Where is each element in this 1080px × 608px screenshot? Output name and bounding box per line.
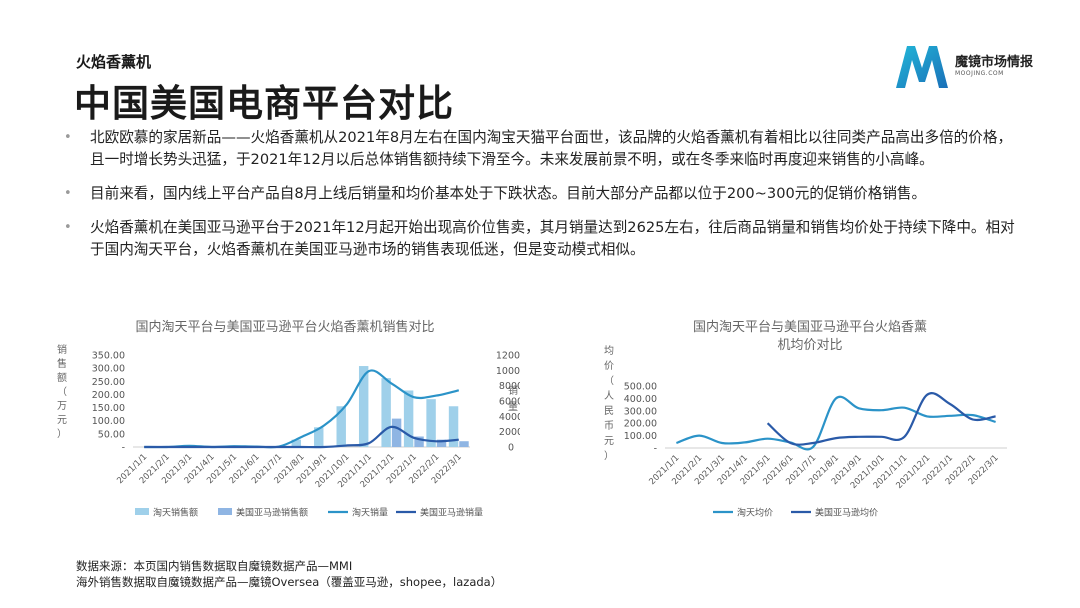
y2-tick-label: 4000 xyxy=(499,412,520,423)
y2-axis-label: 销量 xyxy=(508,384,518,413)
logo-name: 魔镜市场情报 xyxy=(955,55,1034,70)
bullet-item: • 火焰香薰机在美国亚马逊平台于2021年12月起开始出现高价位售卖，其月销量达到… xyxy=(64,217,1024,261)
y-tick-label: - xyxy=(654,444,657,455)
legend-amazon-sales: 美国亚马逊销售额 xyxy=(236,507,308,519)
line-amazon-avg-price xyxy=(766,392,996,446)
y-tick-label: 100.00 xyxy=(92,416,125,427)
page-subtitle: 火焰香薰机 xyxy=(76,53,152,71)
bar-taotian-sales xyxy=(381,378,391,447)
y-tick-label: 200.00 xyxy=(624,419,657,430)
moojing-logo-icon xyxy=(896,46,948,88)
bar-amazon-sales xyxy=(414,436,424,447)
legend-taotian-sales: 淘天销售额 xyxy=(153,507,198,519)
bar-taotian-sales xyxy=(291,439,301,447)
y2-tick-label: 2000 xyxy=(499,427,520,438)
y2-tick-label: 10000 xyxy=(496,366,520,377)
y2-tick-label: 6000 xyxy=(499,397,520,408)
logo-domain: MOOJING.COM xyxy=(955,70,1004,77)
bullet-item: • 目前来看，国内线上平台产品自8月上线后销量和均价基本处于下跌状态。目前大部分产… xyxy=(64,183,1024,205)
y-tick-label: 300.00 xyxy=(92,364,125,375)
bullet-text: 火焰香薰机在美国亚马逊平台于2021年12月起开始出现高价位售卖，其月销量达到2… xyxy=(90,219,1015,258)
bullet-dot: • xyxy=(64,220,72,235)
data-source-note: 数据来源：本页国内销售数据取自魔镜数据产品—MMI 海外销售数据取自魔镜数据产品… xyxy=(76,558,502,590)
y-tick-label: 400.00 xyxy=(624,394,657,405)
y-tick-label: 250.00 xyxy=(92,377,125,388)
y-tick-label: - xyxy=(122,443,125,454)
bullet-list: • 北欧欧慕的家居新品——火焰香薰机从2021年8月左右在国内淘宝天猫平台面世，该… xyxy=(64,127,1024,273)
y-tick-label: 200.00 xyxy=(92,390,125,401)
legend-taotian-sales-swatch xyxy=(135,508,149,515)
bullet-item: • 北欧欧慕的家居新品——火焰香薰机从2021年8月左右在国内淘宝天猫平台面世，该… xyxy=(64,127,1024,171)
legend-amazon-avg-price: 美国亚马逊均价 xyxy=(815,507,878,519)
chart-title-line-1: 国内淘天平台与美国亚马逊平台火焰香薰 xyxy=(693,319,927,335)
chart-title: 国内淘天平台与美国亚马逊平台火焰香薰机销售对比 xyxy=(135,319,434,335)
y-tick-label: 150.00 xyxy=(92,403,125,414)
line-taotian-avg-price xyxy=(676,395,996,451)
y2-tick-label: 8000 xyxy=(499,381,520,392)
bullet-text: 目前来看，国内线上平台产品自8月上线后销量和均价基本处于下跌状态。目前大部分产品… xyxy=(90,185,927,202)
y-tick-label: 500.00 xyxy=(624,382,657,393)
bullet-dot: • xyxy=(64,130,72,145)
source-line-2: 海外销售数据取自魔镜数据产品—魔镜Oversea（覆盖亚马逊，shopee，la… xyxy=(76,575,503,589)
y2-tick-label: 0 xyxy=(508,443,514,454)
y-tick-label: 300.00 xyxy=(624,406,657,417)
bar-taotian-sales xyxy=(358,366,369,447)
y-axis-label: 销售额（万元） xyxy=(57,343,67,440)
source-line-1: 数据来源：本页国内销售数据取自魔镜数据产品—MMI xyxy=(76,559,353,573)
bar-amazon-sales xyxy=(436,439,447,447)
bar-taotian-sales xyxy=(336,406,346,447)
bar-amazon-sales xyxy=(391,418,402,447)
chart-title-line-2: 机均价对比 xyxy=(777,338,842,353)
bullet-text: 北欧欧慕的家居新品——火焰香薰机从2021年8月左右在国内淘宝天猫平台面世，该品… xyxy=(90,129,1013,168)
y-tick-label: 350.00 xyxy=(92,351,125,362)
bar-taotian-sales xyxy=(426,399,436,447)
y-tick-label: 50.00 xyxy=(98,429,125,440)
line-amazon-volume xyxy=(144,425,459,449)
moojing-logo: 魔镜市场情报 MOOJING.COM xyxy=(893,42,1053,90)
legend-taotian-volume: 淘天销量 xyxy=(352,507,388,519)
bar-taotian-sales xyxy=(403,390,414,447)
y2-tick-label: 12000 xyxy=(496,351,520,362)
y-axis-label: 均价（人民币元） xyxy=(604,345,614,462)
bar-taotian-sales xyxy=(314,427,324,447)
y-tick-label: 100.00 xyxy=(624,431,657,442)
page-title: 中国美国电商平台对比 xyxy=(74,82,454,125)
bar-taotian-sales xyxy=(448,406,459,447)
legend-taotian-avg-price: 淘天均价 xyxy=(737,507,773,519)
legend-amazon-sales-swatch xyxy=(218,508,232,515)
legend-amazon-volume: 美国亚马逊销量 xyxy=(420,507,483,519)
bar-amazon-sales xyxy=(459,441,469,447)
bullet-dot: • xyxy=(64,186,72,201)
